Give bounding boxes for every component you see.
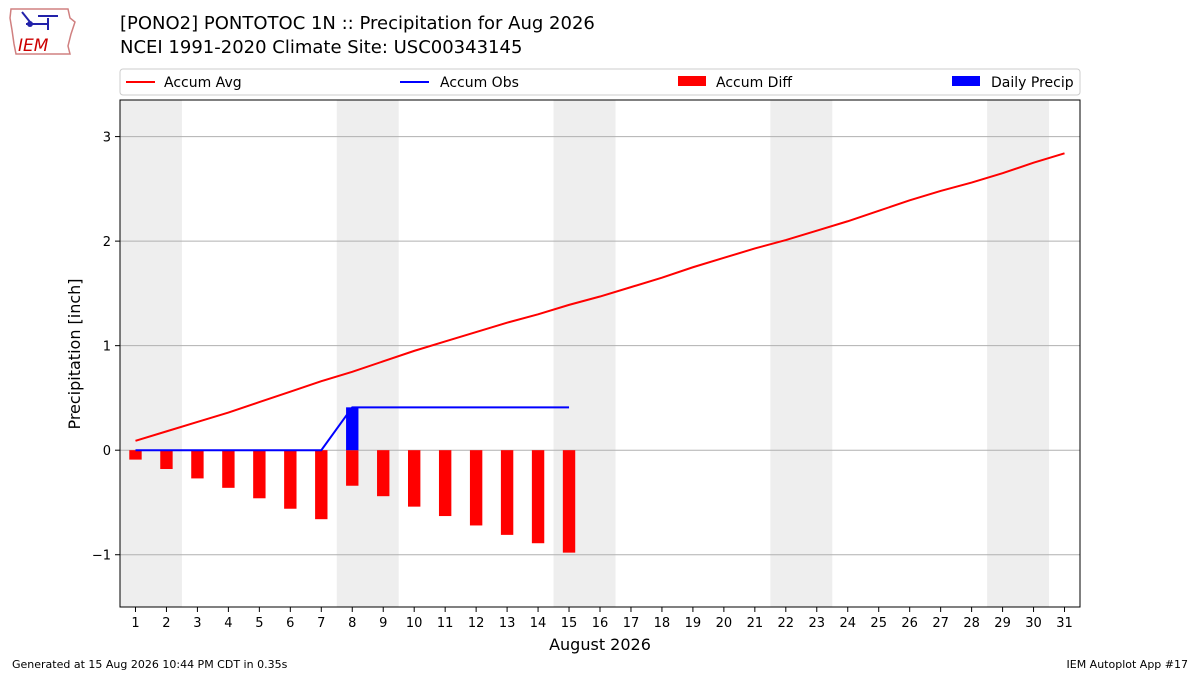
- diff-bar: [377, 450, 390, 497]
- iowa-outline-icon: [9, 8, 76, 55]
- generated-note: Generated at 15 Aug 2026 10:44 PM CDT in…: [12, 658, 288, 671]
- x-tick-label: 7: [317, 616, 325, 631]
- diff-bar: [500, 450, 514, 535]
- legend-swatch-daily: [952, 76, 980, 86]
- x-tick-label: 9: [379, 616, 387, 631]
- y-axis-label: Precipitation [inch]: [65, 278, 84, 429]
- weekend-shade: [336, 100, 399, 607]
- weekend-shade: [120, 100, 182, 607]
- legend-label-obs: Accum Obs: [440, 75, 519, 91]
- x-tick-label: 5: [255, 616, 263, 631]
- diff-bar: [253, 450, 266, 499]
- diff-bar: [562, 450, 576, 553]
- diff-bar: [531, 450, 545, 544]
- app-credit: IEM Autoplot App #17: [1066, 658, 1189, 671]
- x-tick-label: 12: [468, 616, 485, 631]
- x-tick-label: 15: [561, 616, 578, 631]
- weekend-shade: [987, 100, 1050, 607]
- x-tick-label: 25: [870, 616, 887, 631]
- accum-avg-line: [135, 152, 1065, 442]
- y-axis-ticks: −1 0 1 2 3: [92, 131, 120, 564]
- y-tick-label: −1: [92, 549, 111, 564]
- y-tick-label: 0: [103, 444, 111, 459]
- x-tick-label: 16: [592, 616, 609, 631]
- diff-bar: [129, 450, 142, 460]
- x-tick-label: 20: [716, 616, 733, 631]
- chart-title: [PONO2] PONTOTOC 1N :: Precipitation for…: [120, 13, 595, 34]
- x-tick-label: 23: [809, 616, 826, 631]
- logo-text: IEM: [18, 36, 49, 56]
- x-tick-label: 4: [224, 616, 232, 631]
- y-tick-label: 1: [103, 340, 111, 355]
- weekend-shade: [770, 100, 833, 607]
- daily-precip-bar: [346, 407, 359, 451]
- x-tick-label: 22: [778, 616, 795, 631]
- x-tick-label: 11: [437, 616, 454, 631]
- legend-box: [119, 68, 1081, 96]
- legend: Accum Avg Accum Obs Accum Diff Daily Pre…: [119, 68, 1081, 96]
- x-tick-label: 2: [162, 616, 170, 631]
- weekend-shading: [120, 100, 1050, 607]
- x-tick-label: 1: [131, 616, 139, 631]
- x-tick-label: 6: [286, 616, 294, 631]
- x-tick-label: 14: [530, 616, 547, 631]
- chart-subtitle: NCEI 1991-2020 Climate Site: USC00343145: [120, 37, 523, 58]
- x-tick-label: 8: [348, 616, 356, 631]
- diff-bar: [284, 450, 297, 509]
- diff-bar: [469, 450, 483, 526]
- diff-bar: [438, 450, 452, 517]
- x-tick-label: 19: [685, 616, 702, 631]
- y-tick-label: 3: [103, 131, 111, 146]
- x-axis-ticks: 1 2 3 4 5 6 7 8 9 10 11 12 13 14 15 16 17 18 19 20 21 22 23 24 2…: [131, 607, 1073, 631]
- diff-bar: [191, 450, 204, 479]
- diff-bar: [408, 450, 421, 507]
- x-tick-label: 13: [499, 616, 516, 631]
- diff-bar: [346, 450, 359, 486]
- x-tick-label: 29: [994, 616, 1011, 631]
- x-tick-label: 28: [963, 616, 980, 631]
- x-tick-label: 3: [193, 616, 201, 631]
- iem-logo: IEM: [9, 8, 76, 56]
- x-tick-label: 27: [932, 616, 949, 631]
- x-axis-label: August 2026: [549, 635, 651, 654]
- diff-bar: [315, 450, 328, 520]
- diff-bar: [222, 450, 235, 488]
- x-tick-label: 24: [839, 616, 856, 631]
- legend-label-daily: Daily Precip: [991, 75, 1074, 91]
- weather-station-icon: [21, 11, 58, 30]
- x-tick-label: 31: [1056, 616, 1073, 631]
- x-tick-label: 17: [623, 616, 640, 631]
- y-tick-label: 2: [103, 235, 111, 250]
- accum-diff-bars: [129, 450, 576, 553]
- accum-obs-line: [135, 406, 570, 452]
- diff-bar: [160, 450, 173, 470]
- legend-swatch-diff: [678, 76, 706, 86]
- legend-label-avg: Accum Avg: [164, 75, 242, 91]
- x-tick-label: 26: [901, 616, 918, 631]
- daily-precip-bars: [346, 407, 359, 451]
- legend-label-diff: Accum Diff: [716, 75, 792, 91]
- x-tick-label: 10: [406, 616, 423, 631]
- x-tick-label: 30: [1025, 616, 1042, 631]
- x-tick-label: 21: [747, 616, 764, 631]
- x-tick-label: 18: [654, 616, 671, 631]
